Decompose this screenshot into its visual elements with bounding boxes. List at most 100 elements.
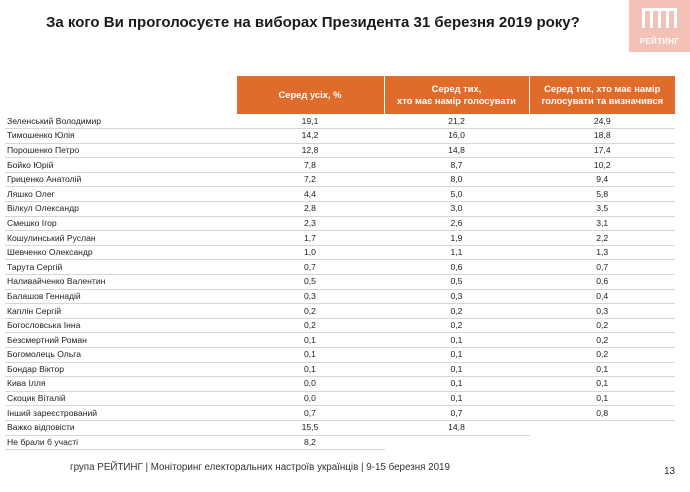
candidate-name: Шевченко Олександр [5, 245, 236, 261]
table-row: Богословська Інна 0,2 0,2 0,2 [5, 318, 675, 334]
candidate-name: Важко відповісти [5, 420, 236, 436]
value-all: 15,5 [235, 420, 384, 436]
value-all: 0,0 [235, 376, 384, 392]
value-intend [383, 435, 529, 450]
value-all: 7,2 [235, 172, 384, 188]
value-decided: 5,8 [528, 186, 675, 203]
table-row: Балашов Геннадій 0,3 0,3 0,4 [5, 289, 675, 305]
value-decided: 0,1 [528, 362, 675, 378]
candidate-name: Балашов Геннадій [5, 289, 236, 305]
value-all: 0,5 [235, 274, 384, 290]
table-row: Не брали б участі 8,2 [5, 435, 675, 451]
header-all: Серед усіх, % [235, 76, 384, 114]
table-row: Гриценко Анатолій 7,2 8,0 9,4 [5, 172, 675, 188]
value-decided: 0,2 [528, 332, 675, 348]
value-decided: 3,5 [528, 201, 675, 217]
candidate-name: Наливайченко Валентин [5, 274, 236, 290]
value-intend: 14,8 [383, 420, 529, 436]
header-decided: Серед тих, хто має намір голосувати та в… [528, 76, 675, 114]
value-all: 14,2 [235, 128, 384, 144]
value-decided [528, 435, 675, 450]
table-row: Кошулинський Руслан 1,7 1,9 2,2 [5, 230, 675, 246]
value-decided: 0,2 [528, 318, 675, 334]
value-intend: 1,9 [383, 230, 529, 246]
value-decided [528, 420, 675, 436]
value-decided: 0,2 [528, 347, 675, 363]
candidate-name: Бойко Юрій [5, 157, 236, 173]
candidate-name: Ляшко Олег [5, 186, 236, 203]
table-row: Ляшко Олег 4,4 5,0 5,8 [5, 186, 675, 203]
table-row: Бондар Віктор 0,1 0,1 0,1 [5, 362, 675, 378]
value-all: 7,8 [235, 157, 384, 173]
value-decided: 0,7 [528, 259, 675, 276]
value-decided: 0,4 [528, 289, 675, 305]
value-intend: 21,2 [383, 114, 529, 130]
header-intend: Серед тих, хто має намір голосувати [383, 76, 529, 114]
table-row: Смешко Ігор 2,3 2,6 3,1 [5, 216, 675, 232]
value-all: 12,8 [235, 143, 384, 159]
logo-mark-icon [642, 8, 677, 28]
candidate-name: Тимошенко Юлія [5, 128, 236, 144]
rating-logo: РЕЙТИНГ [629, 0, 690, 52]
table-row: Бойко Юрій 7,8 8,7 10,2 [5, 157, 675, 173]
value-decided: 1,3 [528, 245, 675, 261]
value-all: 2,8 [235, 201, 384, 217]
table-row: Тарута Сергій 0,7 0,6 0,7 [5, 259, 675, 276]
value-decided: 0,8 [528, 405, 675, 421]
candidate-name: Богомолець Ольга [5, 347, 236, 363]
candidate-name: Бондар Віктор [5, 362, 236, 378]
value-all: 8,2 [235, 435, 384, 451]
value-decided: 0,3 [528, 303, 675, 319]
candidate-name: Богословська Інна [5, 318, 236, 334]
candidate-name: Тарута Сергій [5, 259, 236, 276]
value-intend: 0,2 [383, 303, 529, 319]
value-decided: 17,4 [528, 143, 675, 159]
value-all: 0,1 [235, 347, 384, 363]
candidate-name: Зеленський Володимир [5, 114, 236, 130]
page-title: За кого Ви проголосуєте на виборах Прези… [46, 14, 580, 31]
table-row: Шевченко Олександр 1,0 1,1 1,3 [5, 245, 675, 261]
value-intend: 0,7 [383, 405, 529, 421]
value-all: 0,1 [235, 332, 384, 348]
value-intend: 0,1 [383, 376, 529, 392]
table-row: Наливайченко Валентин 0,5 0,5 0,6 [5, 274, 675, 290]
value-decided: 18,8 [528, 128, 675, 144]
results-table: Серед усіх, % Серед тих, хто має намір г… [5, 76, 675, 451]
value-all: 1,0 [235, 245, 384, 261]
value-intend: 0,1 [383, 347, 529, 363]
value-all: 4,4 [235, 186, 384, 203]
table-row: Богомолець Ольга 0,1 0,1 0,2 [5, 347, 675, 363]
value-all: 2,3 [235, 216, 384, 232]
candidate-name: Скоцик Віталій [5, 391, 236, 407]
value-all: 0,3 [235, 289, 384, 305]
value-all: 19,1 [235, 114, 384, 130]
value-decided: 24,9 [528, 114, 675, 130]
candidate-name: Каплін Сергій [5, 303, 236, 319]
header-empty-cell [5, 76, 236, 114]
value-all: 0,1 [235, 362, 384, 378]
logo-text: РЕЙТИНГ [639, 37, 680, 46]
value-decided: 10,2 [528, 157, 675, 173]
value-intend: 16,0 [383, 128, 529, 144]
candidate-name: Не брали б участі [5, 435, 236, 451]
value-all: 0,2 [235, 318, 384, 334]
value-intend: 0,2 [383, 318, 529, 334]
value-decided: 2,2 [528, 230, 675, 246]
candidate-name: Гриценко Анатолій [5, 172, 236, 188]
value-all: 0,7 [235, 259, 384, 276]
candidate-name: Вілкул Олександр [5, 201, 236, 217]
candidate-name: Безсмертний Роман [5, 332, 236, 348]
value-intend: 0,1 [383, 391, 529, 407]
value-intend: 3,0 [383, 201, 529, 217]
candidate-name: Кошулинський Руслан [5, 230, 236, 246]
value-decided: 0,1 [528, 376, 675, 392]
table-row: Кива Ілля 0,0 0,1 0,1 [5, 376, 675, 392]
table-row: Інший зареєстрований 0,7 0,7 0,8 [5, 405, 675, 421]
table-row: Каплін Сергій 0,2 0,2 0,3 [5, 303, 675, 319]
value-intend: 14,8 [383, 143, 529, 159]
candidate-name: Кива Ілля [5, 376, 236, 392]
value-intend: 0,6 [383, 259, 529, 276]
value-intend: 1,1 [383, 245, 529, 261]
table-row: Вілкул Олександр 2,8 3,0 3,5 [5, 201, 675, 217]
value-all: 0,0 [235, 391, 384, 407]
